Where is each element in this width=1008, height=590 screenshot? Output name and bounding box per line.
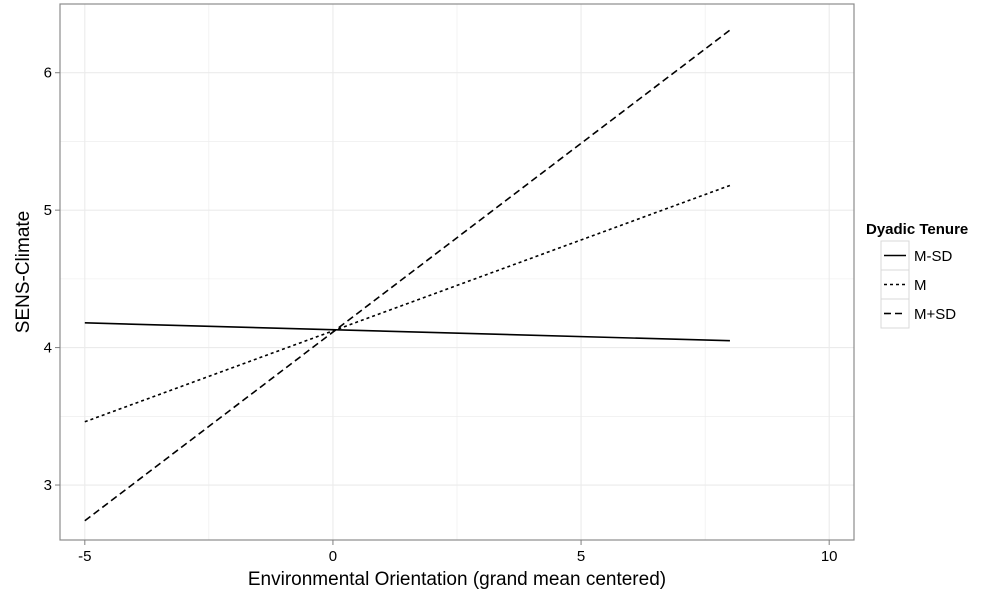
y-tick-label: 5 xyxy=(44,202,52,219)
legend-title: Dyadic Tenure xyxy=(866,221,968,238)
x-axis-title: Environmental Orientation (grand mean ce… xyxy=(248,569,666,590)
grid xyxy=(60,4,854,540)
x-tick-label: 5 xyxy=(577,548,585,565)
y-axis-title: SENS-Climate xyxy=(13,211,34,333)
series-line-m-sd xyxy=(84,29,731,522)
legend-items: M-SD M M+SD xyxy=(880,240,956,329)
y-tick-label: 6 xyxy=(44,65,52,82)
x-tick-label: 10 xyxy=(821,548,838,565)
legend-label-m-sd: M+SD xyxy=(914,306,956,323)
series-line-m xyxy=(84,184,731,423)
series-lines xyxy=(84,29,731,522)
x-tick-label: 0 xyxy=(329,548,337,565)
y-tick-label: 3 xyxy=(44,477,52,494)
series-line-m-sd xyxy=(84,322,730,342)
y-tick-label: 4 xyxy=(44,340,52,357)
plot-panel xyxy=(59,3,855,541)
x-tick-label: -5 xyxy=(78,548,91,565)
legend: Dyadic Tenure M-SD M M+SD xyxy=(866,221,968,329)
legend-label-m-sd: M-SD xyxy=(914,248,952,265)
legend-label-m: M xyxy=(914,277,927,294)
axis-ticks: -5 0 5 10 3 4 5 6 xyxy=(44,65,838,565)
